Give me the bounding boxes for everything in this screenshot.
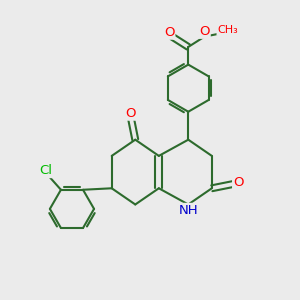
Text: O: O xyxy=(126,107,136,120)
Text: O: O xyxy=(233,176,244,189)
Text: NH: NH xyxy=(178,204,198,217)
Text: Cl: Cl xyxy=(40,164,53,177)
Text: CH₃: CH₃ xyxy=(217,25,238,35)
Text: O: O xyxy=(199,25,210,38)
Text: O: O xyxy=(164,26,174,39)
